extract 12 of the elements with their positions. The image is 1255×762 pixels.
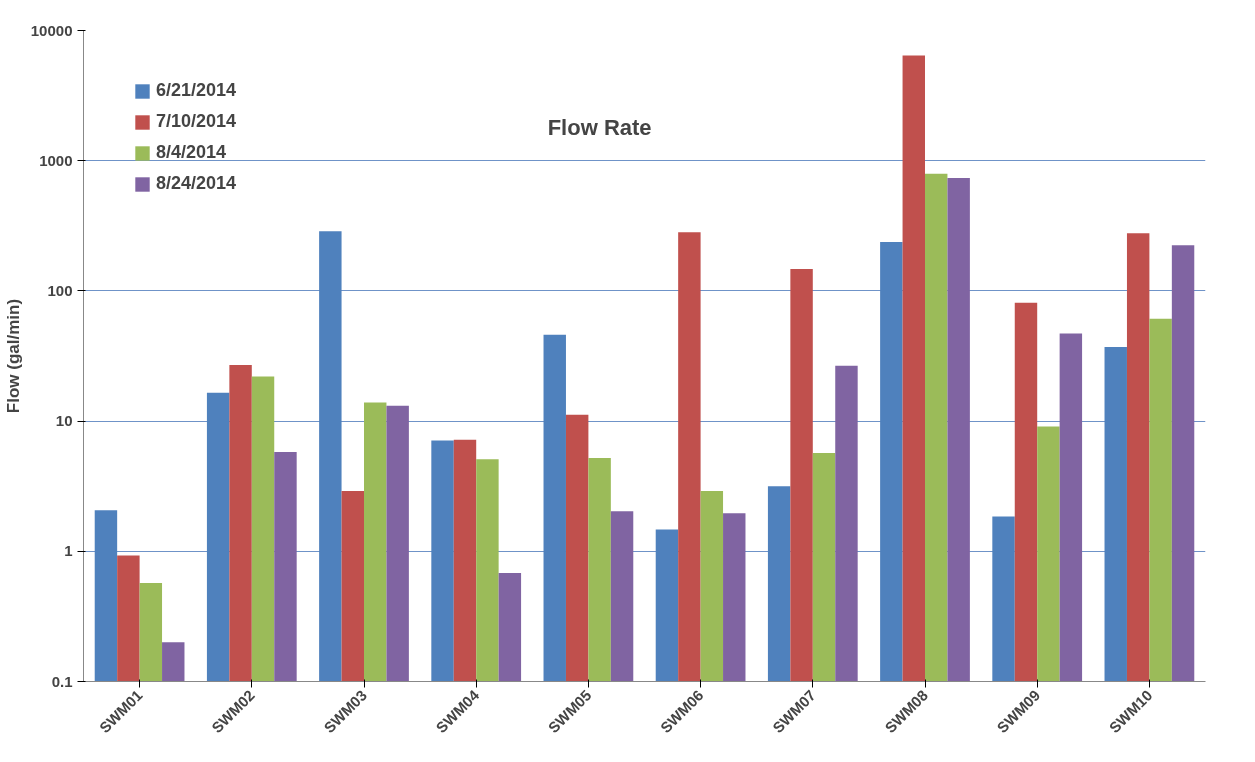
legend-label: 6/21/2014 [156,80,237,101]
y-tick-label: 1 [64,542,73,560]
y-tick-label: 10 [55,412,73,430]
y-tick-label: 0.1 [51,672,73,690]
y-tick-label: 10000 [30,21,73,39]
legend-label: 7/10/2014 [156,111,237,132]
legend-label: 8/24/2014 [156,173,237,194]
y-tick-label: 1000 [39,151,73,169]
legend-label: 8/4/2014 [156,142,227,163]
y-tick-label: 100 [47,281,73,299]
y-axis-title: Flow (gal/min) [3,298,23,414]
text: Flow Rate [547,115,652,141]
